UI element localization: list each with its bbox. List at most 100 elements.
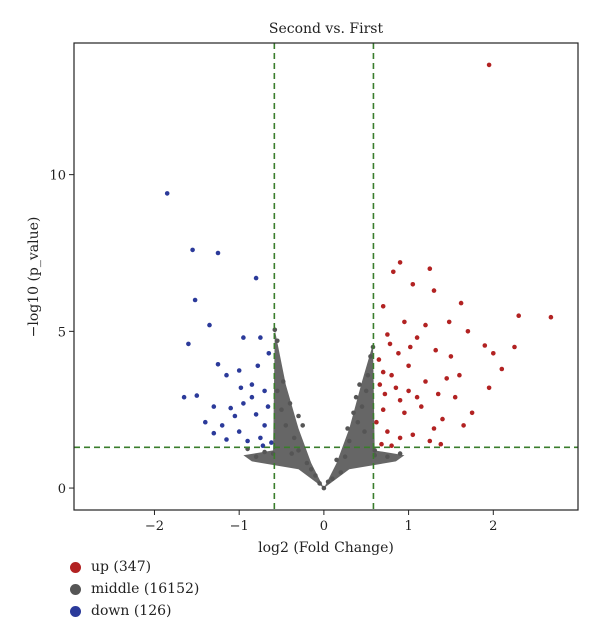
point-down xyxy=(211,404,217,409)
point-down xyxy=(164,191,170,196)
point-down xyxy=(203,419,208,425)
point-down xyxy=(236,429,242,434)
point-up xyxy=(431,426,437,431)
point-up xyxy=(548,314,554,320)
point-up xyxy=(516,313,521,319)
point-up xyxy=(397,260,403,265)
point-down xyxy=(245,438,250,444)
point-up xyxy=(410,282,416,287)
point-up xyxy=(486,385,492,391)
point-down xyxy=(258,435,263,441)
point-up xyxy=(406,363,411,369)
point-middle xyxy=(353,394,359,400)
x-tick-label: 1 xyxy=(404,519,412,534)
legend-label-up: up (347) xyxy=(91,559,152,575)
point-up xyxy=(452,394,458,400)
x-tick-label: 2 xyxy=(489,519,497,534)
point-up xyxy=(397,435,403,441)
point-down xyxy=(255,363,261,369)
point-up xyxy=(512,344,517,350)
point-up xyxy=(457,372,462,378)
point-up xyxy=(438,441,444,447)
point-down xyxy=(249,382,255,387)
legend-item-middle: middle (16152) xyxy=(70,578,199,600)
point-up xyxy=(482,343,488,348)
point-layer xyxy=(164,62,554,491)
legend-label-down: down (126) xyxy=(91,603,172,619)
point-up xyxy=(491,351,496,356)
point-down xyxy=(241,335,246,340)
point-down xyxy=(253,412,259,417)
point-down xyxy=(207,322,212,328)
legend-swatch-middle xyxy=(70,583,81,595)
point-up xyxy=(379,441,384,447)
point-down xyxy=(192,297,198,303)
point-down xyxy=(258,335,263,340)
point-up xyxy=(396,351,401,356)
point-down xyxy=(236,368,242,373)
point-down xyxy=(215,250,221,256)
point-down xyxy=(241,401,246,406)
chart-title: Second vs. First xyxy=(269,21,384,37)
plot-frame xyxy=(73,42,579,511)
point-down xyxy=(211,430,217,436)
point-down xyxy=(269,440,274,445)
point-up xyxy=(402,410,407,416)
x-axis-label: log2 (Fold Change) xyxy=(258,540,394,556)
y-axis-label: −log10 (p_value) xyxy=(26,217,42,338)
point-up xyxy=(444,376,450,381)
point-up xyxy=(377,382,383,387)
point-down xyxy=(219,423,225,428)
point-up xyxy=(446,319,452,325)
point-up xyxy=(402,319,407,325)
point-up xyxy=(435,391,441,397)
point-up xyxy=(423,322,428,328)
point-down xyxy=(266,351,272,356)
point-up xyxy=(427,438,433,444)
point-up xyxy=(374,419,379,425)
point-down xyxy=(232,413,238,419)
point-up xyxy=(440,416,445,422)
point-up xyxy=(419,404,424,409)
point-up xyxy=(382,391,388,397)
point-down xyxy=(262,388,267,394)
point-up xyxy=(406,388,411,394)
point-up xyxy=(380,407,386,413)
point-down xyxy=(215,362,221,367)
legend-label-middle: middle (16152) xyxy=(91,581,200,597)
legend: up (347) middle (16152) down (126) xyxy=(70,556,199,622)
point-up xyxy=(469,410,475,416)
point-down xyxy=(265,404,271,409)
point-up xyxy=(433,347,439,353)
point-up xyxy=(448,354,454,359)
legend-item-down: down (126) xyxy=(70,600,199,622)
point-down xyxy=(253,275,259,281)
point-up xyxy=(408,344,413,350)
point-up xyxy=(380,369,386,375)
point-down xyxy=(224,372,229,378)
y-tick-label: 5 xyxy=(58,325,66,340)
point-middle xyxy=(357,382,362,387)
point-middle xyxy=(300,423,306,428)
point-up xyxy=(414,335,420,340)
point-up xyxy=(397,398,403,403)
point-down xyxy=(181,394,187,400)
x-tick-label: −2 xyxy=(145,519,164,534)
point-down xyxy=(228,405,233,411)
point-up xyxy=(458,300,464,306)
point-up xyxy=(389,443,394,449)
point-up xyxy=(391,269,396,275)
point-up xyxy=(393,385,399,391)
point-up xyxy=(499,366,505,372)
point-down xyxy=(194,393,200,398)
point-up xyxy=(461,423,466,428)
threshold-layer xyxy=(74,43,578,510)
legend-swatch-up xyxy=(70,561,81,573)
point-down xyxy=(238,385,244,391)
point-up xyxy=(385,429,390,434)
point-down xyxy=(262,423,267,428)
point-up xyxy=(410,432,416,438)
y-tick-label: 10 xyxy=(49,169,66,184)
point-up xyxy=(376,357,382,362)
